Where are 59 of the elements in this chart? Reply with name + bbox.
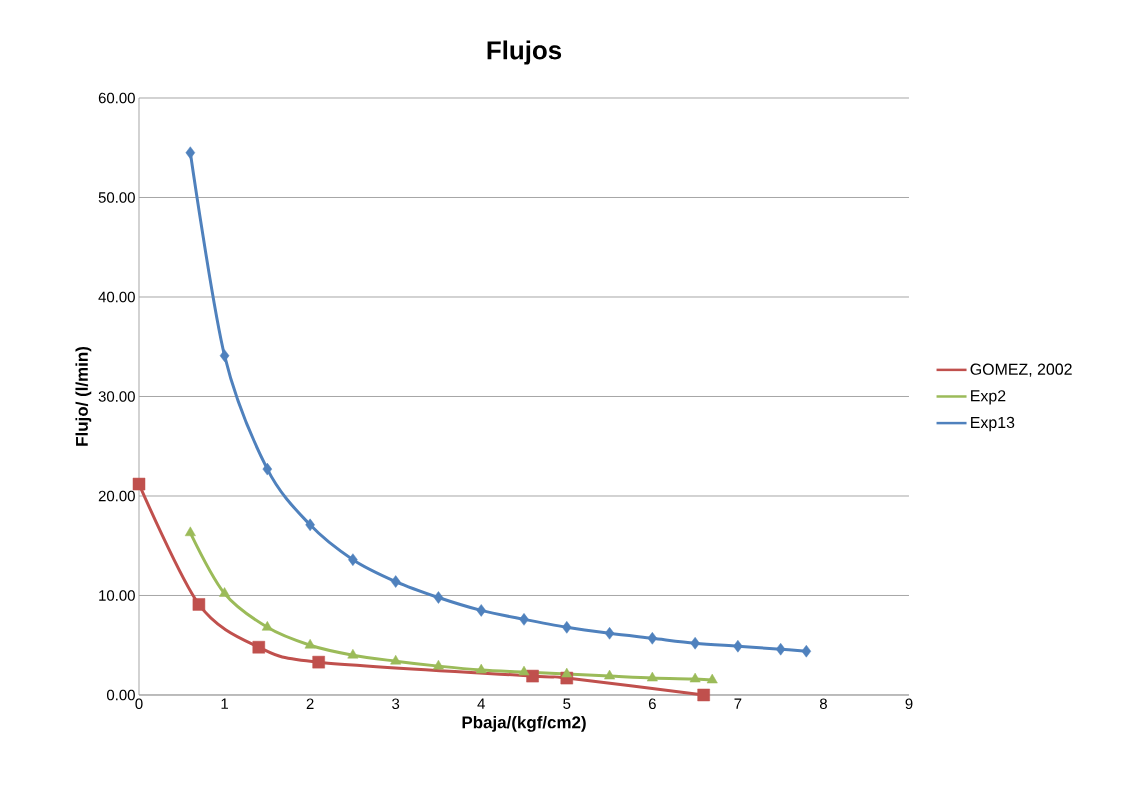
point — [262, 462, 273, 476]
point — [697, 688, 710, 702]
chart-title: Flujos — [487, 40, 562, 65]
y-tick-label: 60.00 — [98, 92, 135, 104]
x-axis-title: Pbaja/(kgf/cm2) — [462, 715, 586, 732]
x-tick-label: 9 — [905, 698, 913, 710]
point — [562, 621, 572, 634]
point — [261, 621, 273, 631]
point — [475, 663, 487, 674]
point — [647, 632, 658, 645]
point — [192, 598, 206, 611]
point — [185, 146, 196, 159]
y-tick-label: 30.00 — [98, 391, 135, 402]
x-tick-label: 5 — [563, 698, 571, 709]
y-axis-title: Flujo/ (l/min) — [75, 346, 92, 446]
x-tick-label: 4 — [477, 698, 485, 709]
point — [219, 349, 230, 362]
point — [526, 669, 539, 683]
point — [689, 672, 701, 683]
point — [690, 637, 700, 650]
point — [390, 654, 402, 665]
point — [390, 575, 401, 588]
x-tick-label: 3 — [392, 698, 400, 710]
point — [348, 553, 358, 566]
x-tick-label: 8 — [819, 698, 827, 710]
point — [706, 673, 718, 684]
point — [184, 526, 196, 537]
x-tick-label: 0 — [135, 698, 143, 710]
point — [347, 648, 359, 659]
point — [132, 477, 146, 491]
point — [305, 518, 315, 532]
point — [646, 671, 658, 682]
point — [518, 665, 530, 676]
point — [604, 669, 615, 680]
point — [252, 640, 266, 654]
x-tick-label: 6 — [648, 698, 656, 710]
point — [304, 638, 316, 649]
y-tick-label: 40.00 — [98, 291, 135, 303]
point — [801, 644, 812, 658]
point — [433, 591, 444, 604]
y-tick-label: 20.00 — [98, 490, 135, 502]
point — [561, 667, 573, 678]
point — [476, 604, 486, 617]
point — [775, 642, 786, 656]
legend-label: Exp13 — [971, 416, 1015, 432]
point — [433, 659, 444, 670]
y-tick-label: 0.00 — [106, 689, 135, 701]
point — [312, 655, 325, 669]
legend-label: GOMEZ, 2002 — [970, 363, 1072, 377]
legend-label: Exp2 — [971, 390, 1006, 405]
point — [219, 587, 231, 597]
x-tick-label: 2 — [306, 698, 314, 709]
point — [604, 627, 615, 640]
x-tick-label: 1 — [221, 698, 228, 709]
y-tick-label: 10.00 — [99, 590, 135, 601]
point — [733, 639, 743, 653]
x-tick-label: 7 — [734, 698, 742, 709]
point — [519, 613, 529, 626]
y-tick-label: 50.00 — [98, 192, 135, 203]
